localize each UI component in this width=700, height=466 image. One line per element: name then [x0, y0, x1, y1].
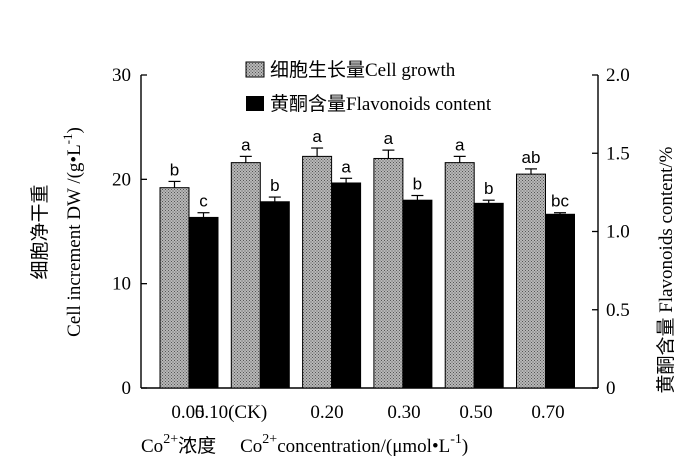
significance-label: a [312, 127, 322, 146]
category-label: 0.20 [310, 402, 343, 423]
category-label: 0.10(CK) [195, 402, 267, 423]
legend: 细胞生长量Cell growth 黄酮含量Flavonoids content [245, 59, 492, 115]
legend-label-flavonoids: 黄酮含量Flavonoids content [270, 93, 492, 115]
significance-label: b [484, 179, 493, 198]
x-title-part2-base: Co [240, 436, 262, 457]
category-label: 0.70 [531, 402, 564, 423]
left-tick-label: 30 [112, 65, 131, 86]
right-tick-label: 1.0 [606, 222, 630, 243]
category-label: 0.30 [387, 402, 420, 423]
bar-cell-growth [373, 157, 404, 389]
x-title-part2-sup: 2+ [262, 432, 277, 447]
bar-cell-growth [302, 155, 333, 389]
right-axis-ticks: 0 0.5 1.0 1.5 2.0 [592, 65, 630, 399]
significance-label: bc [551, 192, 569, 211]
bar-cell-growth [444, 162, 475, 389]
significance-label: b [170, 160, 179, 179]
bar-cell-growth [230, 162, 261, 389]
x-axis-title: Co2+浓度 Co2+concentration/(μmol•L-1) [141, 432, 468, 457]
legend-swatch-flavonoids [246, 96, 264, 111]
left-axis-title-en-close: ) [64, 127, 85, 133]
left-axis-title-zh: 细胞净干重 [29, 184, 51, 279]
bar-flavonoids [473, 202, 504, 389]
significance-label: a [341, 157, 351, 176]
x-title-part1-sup: 2+ [163, 432, 178, 447]
category-labels: 0.050.10(CK) 0.20 0.30 0.50 0.70 [171, 402, 564, 423]
legend-label-cell-growth: 细胞生长量Cell growth [270, 59, 456, 81]
left-axis-title-en: Cell increment DW /(g•L-1) [60, 127, 85, 337]
left-axis-title-en-group: Cell increment DW /(g•L-1) [60, 127, 85, 337]
category-label: 0.05 [171, 402, 204, 423]
right-axis-title-text: 黄酮含量 Flavonoids content/% [655, 146, 677, 393]
x-title-part1-rest: 浓度 [178, 435, 216, 457]
bar-flavonoids [545, 213, 575, 389]
bar-cell-growth [159, 187, 190, 389]
category-label: 0.50 [459, 402, 492, 423]
left-tick-label: 0 [122, 378, 132, 399]
bar-flavonoids [402, 199, 433, 389]
significance-label: c [199, 192, 208, 211]
significance-label: ab [522, 148, 541, 167]
left-tick-label: 20 [112, 169, 131, 190]
bar-flavonoids [188, 216, 219, 389]
left-axis-ticks: 0 10 20 30 [112, 65, 147, 399]
left-axis-title: 细胞净干重 [29, 184, 51, 279]
significance-label: a [241, 135, 251, 154]
right-axis-title: 黄酮含量 Flavonoids content/% [655, 146, 677, 393]
bar-flavonoids [259, 201, 290, 389]
left-axis-title-en-main: Cell increment DW /(g•L [64, 144, 85, 337]
bar-cell-growth [516, 173, 546, 389]
significance-label: b [270, 176, 279, 195]
left-axis-title-en-sup: -1 [60, 133, 75, 144]
x-title-part1-base: Co [141, 436, 163, 457]
x-title-close: ) [462, 436, 468, 457]
significance-label: a [455, 135, 465, 154]
right-tick-label: 1.5 [606, 143, 630, 164]
x-title-unit-sup: -1 [450, 432, 462, 447]
left-tick-label: 10 [112, 274, 131, 295]
x-title-part2-rest: concentration/(μmol•L [277, 436, 450, 457]
right-tick-label: 0 [606, 378, 616, 399]
significance-label: b [413, 175, 422, 194]
bar-flavonoids [331, 182, 362, 389]
legend-swatch-cell-growth [245, 61, 265, 78]
right-tick-label: 0.5 [606, 300, 630, 321]
significance-label: a [384, 129, 394, 148]
right-tick-label: 2.0 [606, 65, 630, 86]
